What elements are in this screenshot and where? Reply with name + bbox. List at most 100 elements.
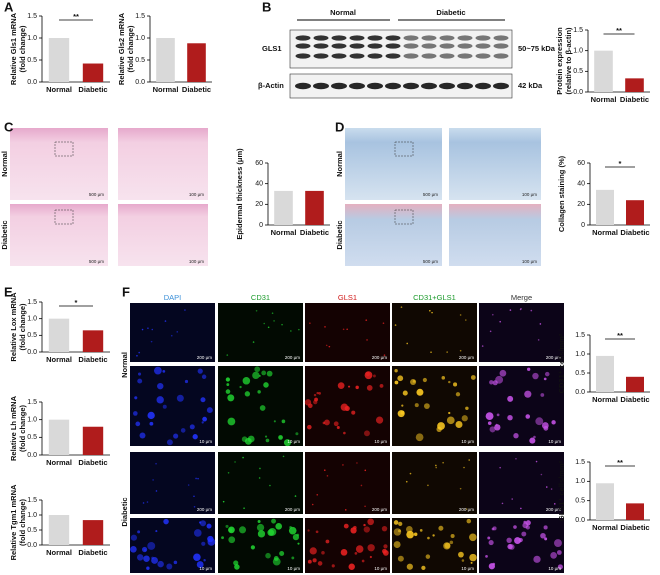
signal [137,378,143,384]
signal [294,495,297,497]
scale-label: 10 μm [461,439,474,444]
signal [336,426,340,430]
scale-label: 200 μm [546,355,561,360]
signal [501,502,504,505]
y-tick-label: 1.5 [135,13,145,20]
y-tick-label: 0.0 [575,389,585,396]
signal [261,370,267,376]
signal [507,414,513,421]
signal [523,520,527,524]
bar [82,63,104,82]
bands [295,35,509,90]
signal [533,435,536,439]
y-tick-label: 1.5 [573,27,583,34]
band [349,53,365,59]
band [331,35,347,41]
y-axis-label: Relative Lox mRNA [9,292,18,362]
he-image [118,128,208,200]
signal [397,375,404,382]
band [403,43,419,49]
fluorescence-image [392,518,477,573]
y-tick-label: 1.0 [27,35,37,42]
y-tick-label: 40 [255,181,263,188]
signal [485,555,488,558]
signal [324,419,330,426]
bar [82,330,104,352]
signal [309,547,317,555]
signal [226,354,229,356]
signal [489,380,494,385]
signal [273,320,275,322]
signal [275,522,283,530]
signal [150,340,153,343]
scale-label: 200 μm [372,507,387,512]
y-tick-label: 0.5 [27,527,37,534]
signal [155,530,158,533]
row-label: Normal [335,151,344,177]
signal [459,487,462,490]
y-axis-label: GLS1⁺ cells/mm² [557,460,566,521]
row-label: Normal [120,352,129,378]
signal [243,507,245,510]
y-axis-label: Relative Tgm1 mRNA [9,484,18,560]
fluorescence-image [130,452,215,514]
signal [532,372,539,380]
scale-label: 200 μm [285,355,300,360]
signal [136,354,138,357]
y-tick-label: 1.0 [135,35,145,42]
fluorescence-image [479,366,564,446]
signal [321,551,325,555]
signal [383,544,388,549]
signal [193,495,195,498]
signal [146,501,149,503]
scale-label: 200 μm [285,507,300,512]
signal [312,558,317,563]
scale-label: 10 μm [287,566,300,571]
bar [187,43,206,82]
signal [449,540,454,545]
signal [147,541,156,550]
scale-label: 10 μm [374,439,387,444]
y-tick-label: 0.5 [135,57,145,64]
signal [364,469,367,472]
signal [173,560,178,565]
signal [242,456,244,459]
fluorescence-image [392,366,477,446]
signal [221,536,224,540]
band [439,53,455,59]
bar [596,189,614,225]
scale-label: 500 μm [89,192,104,197]
signal [507,395,514,402]
row-label: Normal [0,151,9,177]
signal [509,544,515,550]
signal [289,526,292,529]
signal [430,351,432,354]
signal [180,428,186,433]
band [475,82,491,90]
band [403,82,419,90]
signal [141,328,144,331]
band [457,82,473,90]
signal [535,417,544,426]
y-axis-label: CD31⁺ cells/mm² [557,333,566,393]
signal [364,371,373,380]
signal [481,345,484,347]
signal [488,540,494,546]
signal [200,397,206,403]
signal [382,322,385,325]
signal [537,339,540,341]
signal [545,486,548,488]
band [331,82,347,90]
signal [328,345,331,348]
significance-label: * [75,298,78,307]
signal [495,423,498,426]
signal [459,314,462,316]
signal [455,421,463,429]
signal [323,469,326,472]
signal [176,394,184,402]
y-axis-label: Collagen staining (%) [557,155,566,232]
fluorescence-image [479,452,564,514]
signal [461,559,465,562]
signal [435,466,437,469]
signal [455,392,461,397]
